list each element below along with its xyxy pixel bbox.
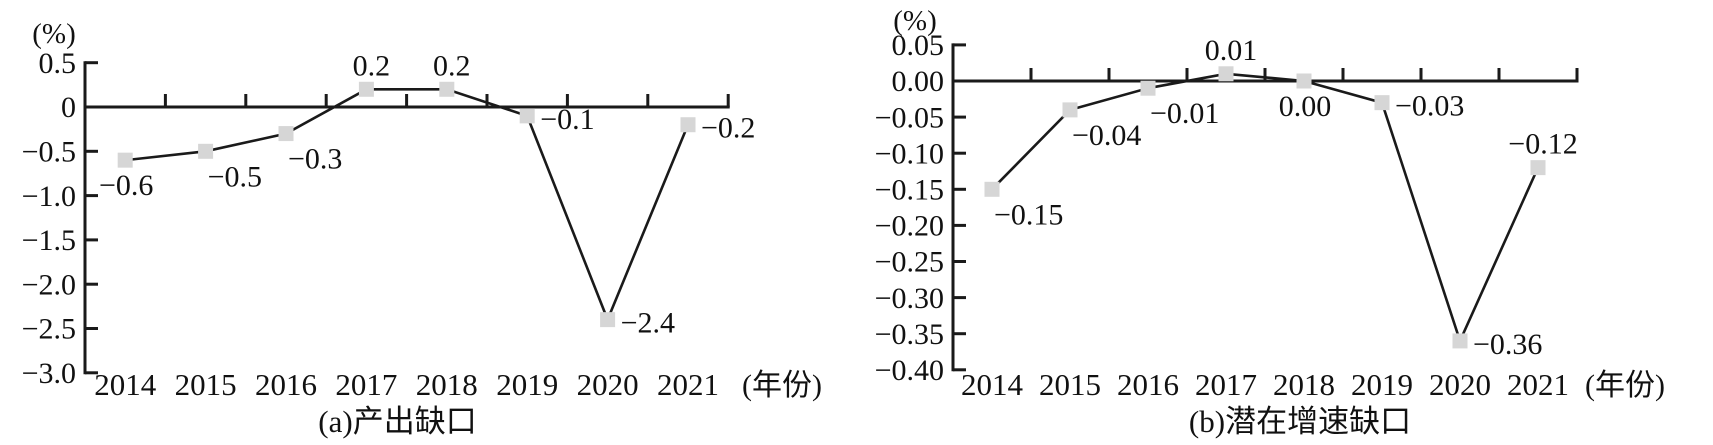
data-point-marker: [1218, 66, 1234, 82]
x-axis-unit-label: (年份): [1585, 369, 1665, 402]
x-tick-label: 2017: [1195, 367, 1257, 402]
x-tick-label: 2016: [255, 367, 317, 402]
data-point-label: −0.5: [208, 160, 262, 193]
data-point-marker: [1374, 95, 1390, 111]
data-point-label: −0.12: [1508, 128, 1577, 161]
data-point-marker: [278, 126, 294, 142]
x-tick-label: 2014: [94, 367, 157, 402]
y-tick-label: −1.0: [22, 180, 76, 213]
y-tick-label: −0.20: [875, 210, 944, 243]
data-point-label: 0.00: [1279, 90, 1332, 123]
data-point-marker: [198, 143, 214, 159]
data-point-label: −0.6: [99, 169, 153, 202]
y-tick-label: −0.05: [875, 101, 944, 134]
data-point-label: −0.01: [1150, 97, 1219, 130]
data-point-marker: [1530, 160, 1546, 176]
data-point-marker: [519, 108, 535, 124]
x-tick-label: 2019: [496, 367, 558, 402]
y-tick-label: −2.5: [22, 313, 76, 346]
y-tick-label: 0.5: [39, 47, 77, 80]
x-tick-label: 2014: [961, 367, 1024, 402]
y-axis-unit-label: (%): [893, 5, 936, 37]
data-point-label: −0.03: [1395, 90, 1464, 123]
x-tick-label: 2016: [1117, 367, 1179, 402]
y-tick-label: −0.15: [875, 174, 944, 207]
data-point-label: −0.36: [1473, 328, 1542, 361]
y-tick-label: −3.0: [22, 357, 76, 390]
data-point-marker: [680, 117, 696, 133]
data-point-marker: [984, 181, 1000, 197]
data-point-marker: [117, 152, 133, 168]
chart-a-caption: (a)产出缺口: [318, 404, 477, 439]
data-point-label: −0.1: [540, 103, 594, 136]
chart-panel-a: 0.5 0 −0.5 −1.0 −1.5 −2.0 −2.5 −3.0 2014 2015 2016…: [22, 18, 822, 402]
data-point-marker: [358, 81, 374, 97]
y-tick-label: −0.10: [875, 137, 944, 170]
y-tick-label: −2.0: [22, 268, 76, 301]
x-tick-label: 2015: [175, 367, 237, 402]
y-tick-label: 0.05: [892, 29, 945, 62]
x-tick-label: 2018: [1273, 367, 1335, 402]
x-tick-label: 2020: [577, 367, 639, 402]
data-point-label: −0.3: [288, 143, 342, 176]
x-tick-label: 2019: [1351, 367, 1413, 402]
data-point-label: 0.2: [433, 49, 471, 82]
chart-panel-b: 0.050.00−0.05−0.10−0.15−0.20−0.25−0.30−0…: [875, 5, 1665, 402]
y-axis-unit-label: (%): [32, 18, 75, 50]
y-tick-label: −1.5: [22, 224, 76, 257]
x-axis-unit-label: (年份): [742, 369, 822, 402]
y-tick-label: −0.25: [875, 246, 944, 279]
x-tick-label: 2017: [335, 367, 397, 402]
data-point-marker: [1062, 102, 1078, 118]
x-tick-label: 2021: [657, 367, 719, 402]
chart-b-caption: (b)潜在增速缺口: [1188, 404, 1412, 439]
data-point-label: −0.15: [994, 198, 1063, 231]
data-point-marker: [1296, 73, 1312, 89]
x-tick-label: 2018: [416, 367, 478, 402]
y-tick-label: −0.40: [875, 354, 944, 387]
data-line: [125, 88, 690, 324]
y-tick-label: 0: [61, 91, 76, 124]
data-point-label: −0.04: [1072, 119, 1141, 152]
x-tick-label: 2015: [1039, 367, 1101, 402]
y-tick-label: −0.35: [875, 318, 944, 351]
data-point-marker: [600, 312, 616, 328]
data-point-label: −2.4: [621, 307, 675, 340]
x-tick-label: 2020: [1429, 367, 1491, 402]
data-point-label: 0.2: [353, 49, 391, 82]
x-tick-label: 2021: [1507, 367, 1569, 402]
data-point-label: 0.01: [1205, 34, 1258, 67]
data-point-marker: [1452, 333, 1468, 349]
y-tick-label: 0.00: [892, 65, 945, 98]
data-point-label: −0.2: [701, 112, 755, 145]
data-line: [991, 72, 1540, 345]
data-point-marker: [439, 81, 455, 97]
y-tick-label: −0.5: [22, 136, 76, 169]
y-tick-label: −0.30: [875, 282, 944, 315]
data-point-marker: [1140, 80, 1156, 96]
